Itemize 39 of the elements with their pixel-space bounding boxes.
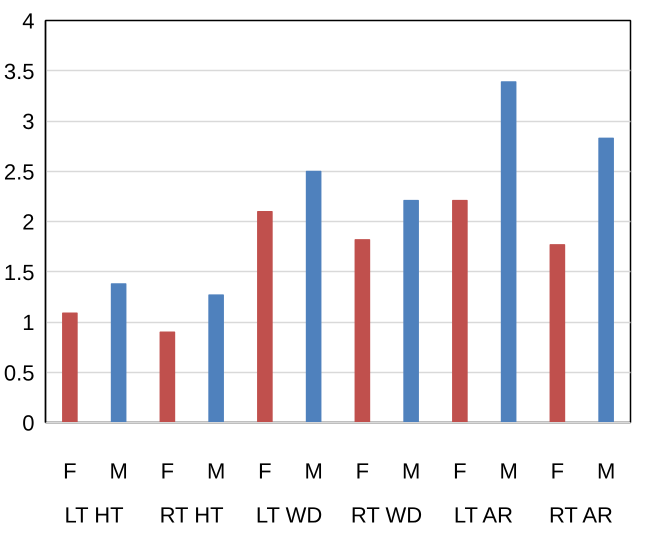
y-tick-label: 3	[22, 109, 35, 134]
x-tick-label: F	[258, 458, 272, 484]
bar	[598, 138, 614, 422]
x-tick-label: F	[160, 458, 174, 484]
x-tick-label: M	[596, 458, 616, 484]
text: LT WD	[256, 502, 322, 528]
y-tick-label: 2.5	[4, 159, 35, 184]
y-tick-label: 0	[22, 410, 35, 436]
x-tick-label: F	[453, 458, 467, 484]
text: RT HT	[160, 502, 224, 528]
bar	[354, 239, 370, 422]
bar	[208, 294, 224, 422]
text: LT HT	[64, 502, 124, 528]
x-tick-label: M	[402, 458, 420, 484]
bar	[62, 312, 78, 422]
bar	[500, 81, 516, 422]
x-tick-label: M	[499, 458, 518, 484]
x-tick-label: F	[356, 458, 370, 484]
y-tick-label: 1.5	[4, 260, 35, 285]
bar	[257, 210, 273, 422]
y-tick-label: 0.5	[4, 360, 35, 386]
y-tick-label: 3.5	[4, 58, 35, 84]
bar	[403, 200, 419, 422]
bar	[306, 170, 322, 422]
bar	[160, 332, 176, 422]
text: RT AR	[548, 502, 613, 528]
bar	[550, 244, 566, 422]
x-tick-label: F	[550, 458, 564, 484]
text: RT WD	[350, 502, 422, 528]
x-tick-label: F	[63, 458, 77, 484]
text: LT AR	[454, 502, 513, 528]
y-tick-label: 1	[22, 310, 35, 335]
x-tick-label: M	[304, 458, 323, 484]
bar	[452, 200, 468, 422]
y-tick-label: 2	[22, 210, 35, 234]
x-tick-label: M	[206, 458, 226, 484]
y-tick-label: 4	[22, 8, 35, 34]
bar	[110, 283, 126, 422]
x-tick-label: M	[109, 458, 128, 484]
